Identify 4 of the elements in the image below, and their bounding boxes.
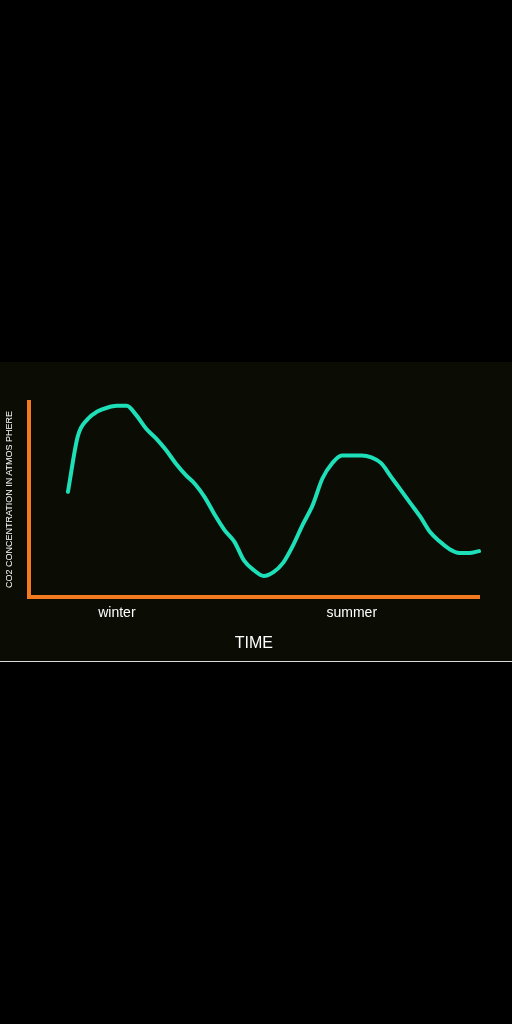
y-axis-title: CO2 CONCENTRATION IN ATMOS PHERE: [3, 410, 14, 589]
x-axis-title: TIME: [234, 633, 274, 651]
x-tick-label: summer: [326, 604, 378, 621]
x-tick-label: winter: [97, 604, 136, 621]
